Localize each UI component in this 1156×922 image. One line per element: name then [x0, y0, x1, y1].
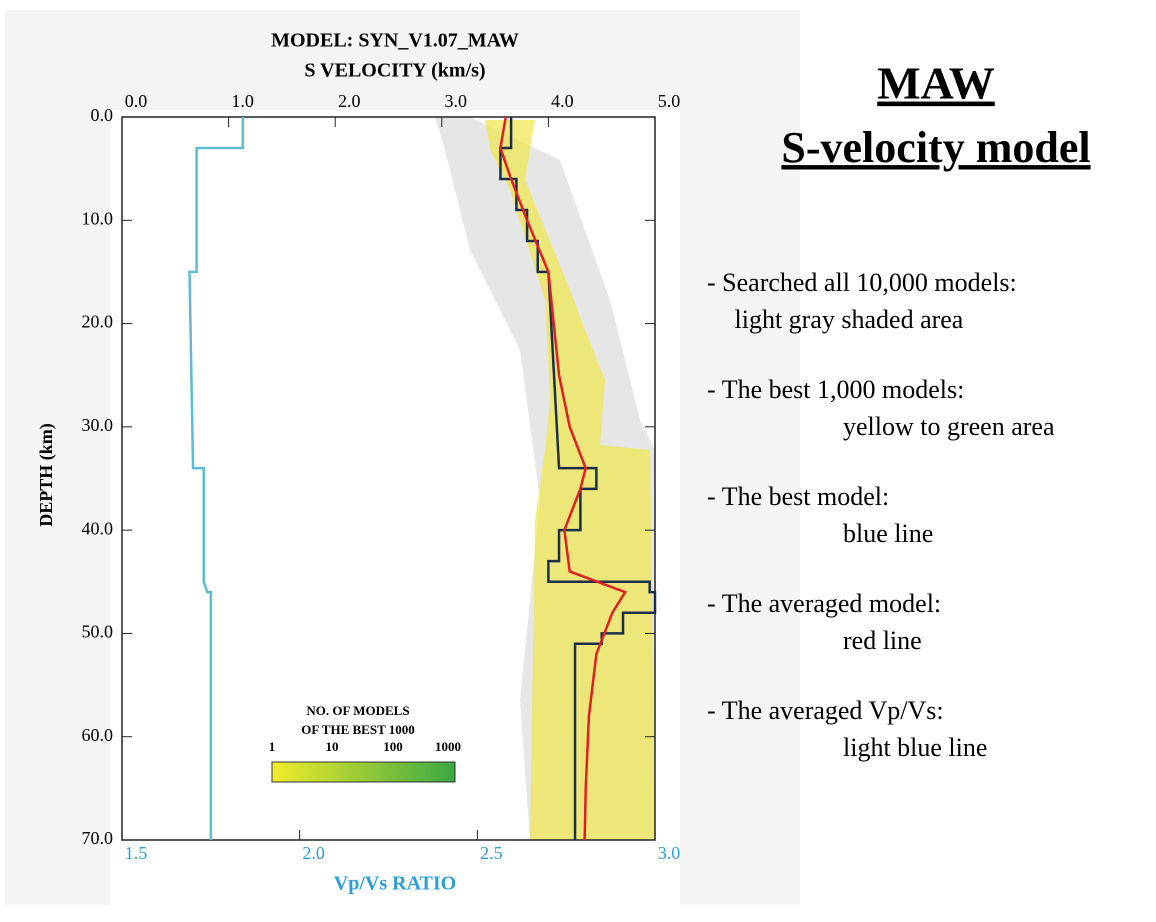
- x2-tick-label: 2.5: [480, 843, 503, 863]
- note-detail: yellow to green area: [843, 412, 1055, 441]
- y-tick-label: 70.0: [82, 828, 114, 848]
- x-tick-label: 2.0: [338, 91, 361, 111]
- colorbar-tick-label: 1: [269, 739, 276, 754]
- y-axis-label: DEPTH (km): [36, 423, 57, 527]
- y-tick-label: 0.0: [91, 105, 114, 125]
- best-models-area: [485, 120, 655, 840]
- y-tick-label: 20.0: [82, 312, 114, 332]
- series-line: [499, 117, 657, 840]
- chart-title: S VELOCITY (km/s): [304, 60, 485, 82]
- note-heading: - The averaged model:: [707, 589, 941, 618]
- note-detail: light blue line: [843, 733, 987, 762]
- x-tick-label: 1.0: [231, 91, 254, 111]
- x-tick-label: 4.0: [551, 91, 574, 111]
- colorbar-tick-label: 100: [383, 739, 403, 754]
- note-heading: - The averaged Vp/Vs:: [707, 696, 944, 725]
- y-tick-label: 50.0: [82, 622, 114, 642]
- note-detail: light gray shaded area: [728, 305, 964, 334]
- note-heading: - Searched all 10,000 models:: [707, 268, 1017, 297]
- colorbar-title: OF THE BEST 1000: [301, 722, 415, 737]
- panel-title: S-velocity model: [781, 123, 1090, 172]
- y-tick-label: 30.0: [82, 415, 114, 435]
- x-tick-label: 0.0: [125, 91, 148, 111]
- note-detail: red line: [843, 626, 922, 655]
- series-line: [188, 117, 245, 840]
- y-tick-label: 40.0: [82, 518, 114, 538]
- note-heading: - The best model:: [707, 482, 889, 511]
- y-tick-label: 10.0: [82, 208, 114, 228]
- x-tick-label: 5.0: [658, 91, 681, 111]
- plot-frame: [121, 116, 656, 841]
- colorbar-tick-label: 1000: [435, 739, 461, 754]
- chart-title: MODEL: SYN_V1.07_MAW: [271, 30, 519, 52]
- note-detail: blue line: [843, 519, 933, 548]
- note-heading: - The best 1,000 models:: [707, 375, 964, 404]
- x2-tick-label: 3.0: [658, 843, 681, 863]
- x2-tick-label: 2.0: [302, 843, 325, 863]
- x2-tick-label: 1.5: [125, 843, 148, 863]
- colorbar: [271, 761, 456, 783]
- panel-title: MAW: [877, 58, 995, 109]
- x2-axis-label: Vp/Vs RATIO: [334, 873, 456, 895]
- colorbar-tick-label: 10: [326, 739, 339, 754]
- x-tick-label: 3.0: [445, 91, 468, 111]
- colorbar-title: NO. OF MODELS: [306, 703, 409, 718]
- series-line: [499, 116, 628, 841]
- y-tick-label: 60.0: [82, 725, 114, 745]
